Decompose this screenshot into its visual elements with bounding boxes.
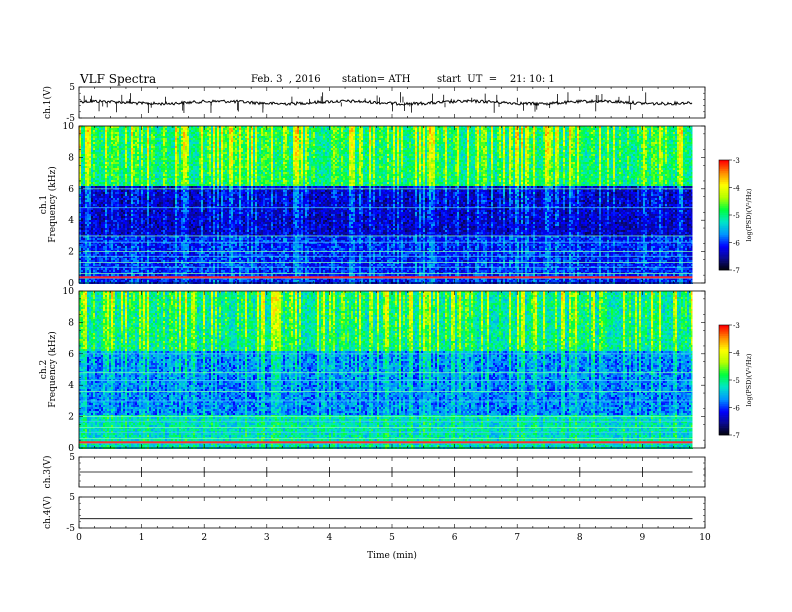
channel-1-spectrogram-image — [79, 126, 693, 284]
channel-4-waveform-ylabel: ch.4(V) — [42, 496, 53, 529]
x-tick-label: 7 — [514, 533, 520, 543]
x-tick-label: 0 — [76, 533, 82, 543]
colorbar-tick-label: -4 — [733, 185, 740, 193]
x-tick-label: 10 — [699, 533, 711, 543]
x-tick-label: 4 — [327, 533, 333, 543]
powerline-band — [79, 276, 692, 278]
x-axis-label: Time (min) — [367, 550, 417, 561]
channel-1-spectrogram-ytick: 4 — [68, 216, 74, 226]
channel-1-waveform-ylabel: ch.1(V) — [42, 86, 53, 119]
colorbar-tick-label: -3 — [733, 322, 740, 330]
x-tick-label: 6 — [452, 533, 458, 543]
channel-1-spectrogram-ytick: 2 — [68, 248, 74, 258]
colorbar-tick-label: -5 — [733, 377, 740, 385]
channel-2-spectrogram-ytick: 4 — [68, 381, 74, 391]
channel-2-spectrogram-ylabel: Frequency (kHz) — [47, 331, 58, 408]
channel-2-spectrogram-colorbar — [719, 325, 729, 435]
channel-4-waveform-ytick: 5 — [69, 493, 75, 503]
channel-3-waveform-ytick: 5 — [69, 453, 75, 463]
colorbar-label: log(PSD)(V²/Hz) — [745, 353, 753, 406]
channel-2-spectrogram-image — [79, 291, 693, 449]
x-tick-label: 5 — [389, 533, 395, 543]
x-tick-label: 2 — [201, 533, 207, 543]
channel-4-waveform-ytick: -5 — [66, 524, 75, 534]
channel-2-spectrogram-ytick: 6 — [68, 350, 74, 360]
colorbar-tick-label: -3 — [733, 157, 740, 165]
x-tick-label: 3 — [264, 533, 270, 543]
channel-1-waveform-frame — [79, 87, 705, 118]
channel-4-waveform-frame — [79, 497, 705, 528]
vlf-figure: 5-5ch.1(V)0246810ch.1 Frequency (kHz)-3-4… — [0, 0, 792, 612]
colorbar-label: log(PSD)(V²/Hz) — [745, 188, 753, 241]
channel-3-waveform-ylabel: ch.3(V) — [42, 456, 53, 489]
colorbar-tick-label: -7 — [733, 432, 740, 440]
channel-1-waveform-ytick: 5 — [69, 83, 75, 93]
channel-1-spectrogram-colorbar — [719, 160, 729, 270]
channel-2-spectrogram-ytick: 2 — [68, 413, 74, 423]
channel-2-spectrogram-ytick: 8 — [68, 318, 74, 328]
channel-1-spectrogram-ytick: 10 — [63, 122, 75, 132]
channel-1-spectrogram-ytick: 8 — [68, 153, 74, 163]
colorbar-tick-label: -5 — [733, 212, 740, 220]
colorbar-tick-label: -4 — [733, 350, 740, 358]
colorbar-tick-label: -6 — [733, 405, 740, 413]
x-tick-label: 9 — [640, 533, 646, 543]
colorbar-tick-label: -6 — [733, 240, 740, 248]
powerline-band — [79, 441, 692, 443]
channel-2-spectrogram-ytick: 10 — [63, 287, 75, 297]
x-tick-label: 8 — [577, 533, 583, 543]
x-tick-label: 1 — [139, 533, 145, 543]
ch1-trace — [80, 100, 692, 105]
channel-1-spectrogram-ytick: 6 — [68, 185, 74, 195]
channel-1-spectrogram-ylabel: Frequency (kHz) — [47, 166, 58, 243]
colorbar-tick-label: -7 — [733, 267, 740, 275]
